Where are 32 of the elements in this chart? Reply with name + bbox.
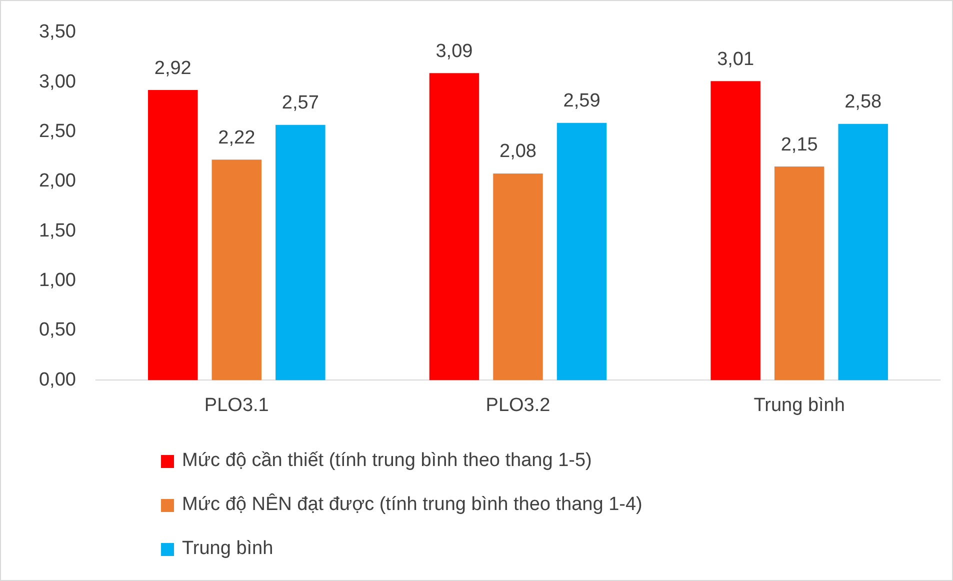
bar [774, 166, 824, 380]
y-tick-label: 0,00 [38, 369, 76, 390]
y-tick-label: 0,50 [38, 320, 76, 341]
bar [710, 81, 760, 380]
bar [212, 160, 262, 380]
bar [493, 174, 543, 380]
data-label: 2,57 [282, 92, 319, 114]
data-label: 2,58 [844, 92, 882, 113]
x-tick-label: PLO3.2 [486, 394, 550, 416]
bar [276, 124, 326, 380]
legend-label: Mức độ cần thiết (tính trung bình theo thang 1-5) [182, 450, 592, 472]
y-tick-label: 3,50 [38, 22, 76, 43]
y-tick-label: 1,00 [38, 270, 76, 292]
data-label: 3,01 [717, 48, 754, 70]
data-label: 2,15 [780, 134, 818, 156]
x-tick-label: Trung bình [754, 394, 845, 416]
y-tick-label: 1,50 [38, 220, 76, 242]
bar [556, 122, 607, 380]
bar [148, 90, 198, 380]
bar [429, 73, 480, 380]
data-label: 3,09 [436, 40, 473, 62]
data-label: 2,92 [154, 58, 192, 79]
bar [838, 124, 888, 380]
y-tick-label: 2,00 [38, 170, 76, 192]
legend-label: Mức độ NÊN đạt được (tính trung bình theo thang 1-4) [182, 494, 642, 516]
y-tick-label: 2,50 [38, 121, 76, 142]
y-tick-label: 3,00 [38, 71, 76, 92]
data-label: 2,08 [500, 141, 536, 162]
legend-label: Trung bình [182, 538, 274, 560]
x-tick-label: PLO3.1 [204, 394, 269, 416]
data-label: 2,22 [218, 127, 256, 148]
data-label: 2,59 [563, 90, 600, 112]
